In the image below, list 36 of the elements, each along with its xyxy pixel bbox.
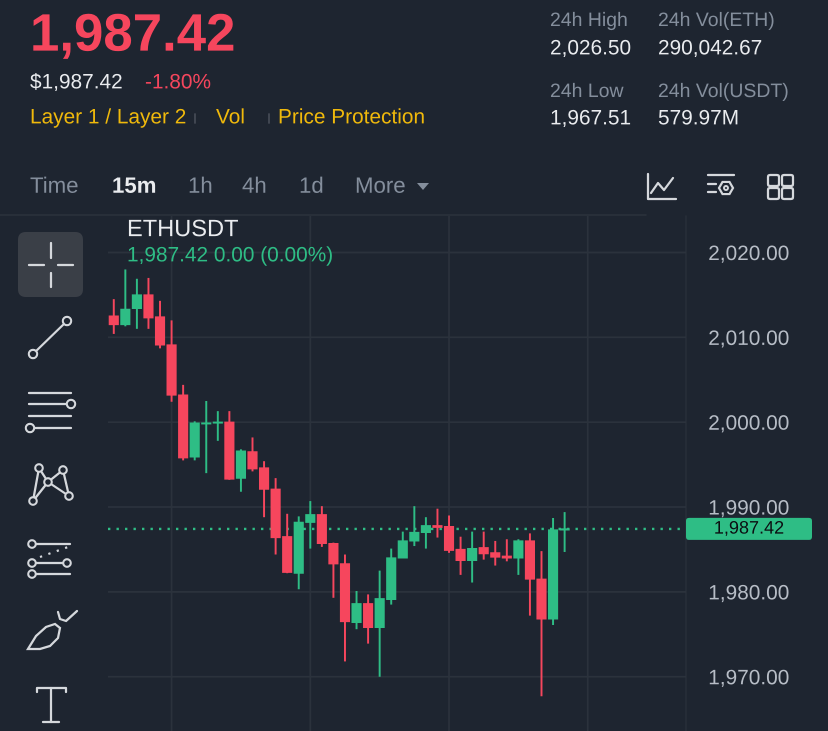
text: Vol xyxy=(216,108,244,124)
text: 1,967.51 xyxy=(552,110,630,128)
text: -1.80% xyxy=(146,74,210,89)
y-tick-label: 1,990.00 xyxy=(710,500,789,518)
text: 290,042.67 xyxy=(659,40,762,58)
text: $1,987.42 xyxy=(30,72,122,92)
text: Layer 1 / Layer 2 xyxy=(32,108,186,128)
candlestick xyxy=(467,530,478,584)
text: Time xyxy=(30,176,78,193)
text: 579.97M xyxy=(658,110,738,125)
candlestick xyxy=(120,268,130,328)
y-tick-label: 1,980.00 xyxy=(710,584,789,602)
annotation: ETHUSDT xyxy=(128,220,238,236)
candlestick xyxy=(108,298,119,335)
ref-line-label: 1,987.42 xyxy=(715,520,784,536)
text: 2,026.50 xyxy=(551,40,630,58)
text: 24h Vol(ETH) xyxy=(658,12,774,30)
candlestick xyxy=(351,590,362,630)
y-tick-label: 1,970.00 xyxy=(710,670,789,687)
candlestick xyxy=(132,278,142,330)
y-tick-label: 2,020.00 xyxy=(709,245,789,263)
text: 1d xyxy=(300,176,322,193)
candlestick xyxy=(363,593,374,645)
text: 24h High xyxy=(550,12,627,30)
text: Price Protection xyxy=(280,108,424,124)
y-tick-label: 2,010.00 xyxy=(709,330,789,348)
text: 1h xyxy=(190,176,212,193)
candlestick xyxy=(513,538,524,576)
text: 24h Vol(USDT) xyxy=(658,82,788,102)
annotation: 1,987.42 0.00 (0.00%) xyxy=(128,246,332,266)
text: 4h xyxy=(242,176,266,193)
y-tick-label: 2,000.00 xyxy=(709,415,789,432)
text: 24h Low xyxy=(550,82,624,98)
text: 15m xyxy=(113,177,156,193)
text: More xyxy=(356,177,405,193)
chart-title: 1,987.42 xyxy=(33,14,234,59)
